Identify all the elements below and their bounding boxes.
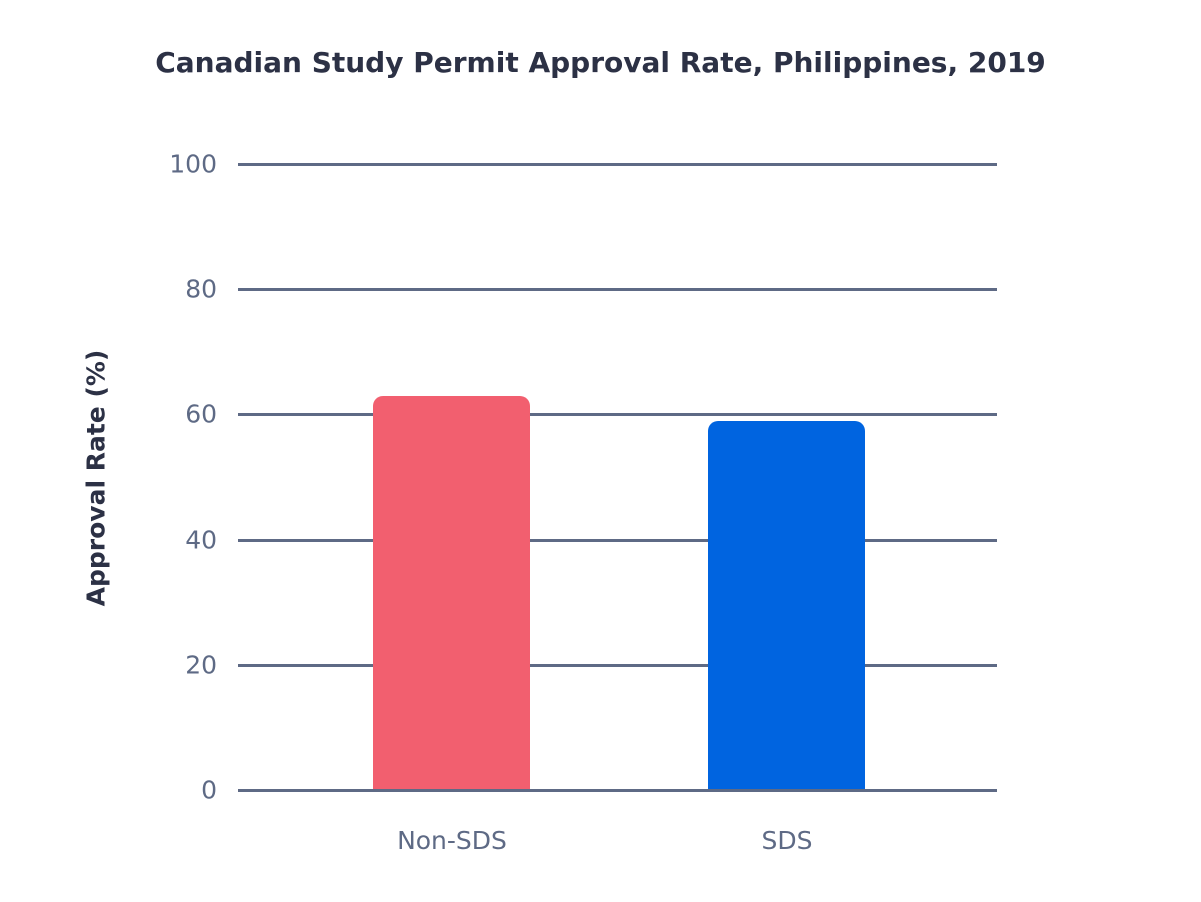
gridline-40 — [238, 538, 997, 542]
gridline-100 — [238, 163, 997, 166]
chart-title: Canadian Study Permit Approval Rate, Phi… — [155, 46, 1046, 79]
x-axis-baseline — [238, 789, 997, 792]
gridline-80 — [238, 288, 997, 292]
y-axis-label: Approval Rate (%) — [81, 349, 111, 607]
x-tick-label-sds: SDS — [761, 826, 813, 855]
y-tick-label: 20 — [185, 650, 217, 680]
bar-sds — [708, 420, 865, 790]
gridline-60 — [238, 413, 997, 417]
gridline-20 — [238, 663, 997, 667]
x-tick-label-non-sds: Non-SDS — [397, 826, 507, 855]
y-tick-label: 40 — [185, 525, 217, 555]
y-tick-label: 60 — [185, 399, 217, 429]
y-tick-label: 80 — [185, 274, 217, 304]
bar-non-sds — [373, 395, 530, 790]
plot-area: 100 80 60 40 20 0 — [169, 150, 997, 805]
y-tick-label: 100 — [169, 149, 217, 179]
y-tick-label: 0 — [201, 775, 217, 805]
